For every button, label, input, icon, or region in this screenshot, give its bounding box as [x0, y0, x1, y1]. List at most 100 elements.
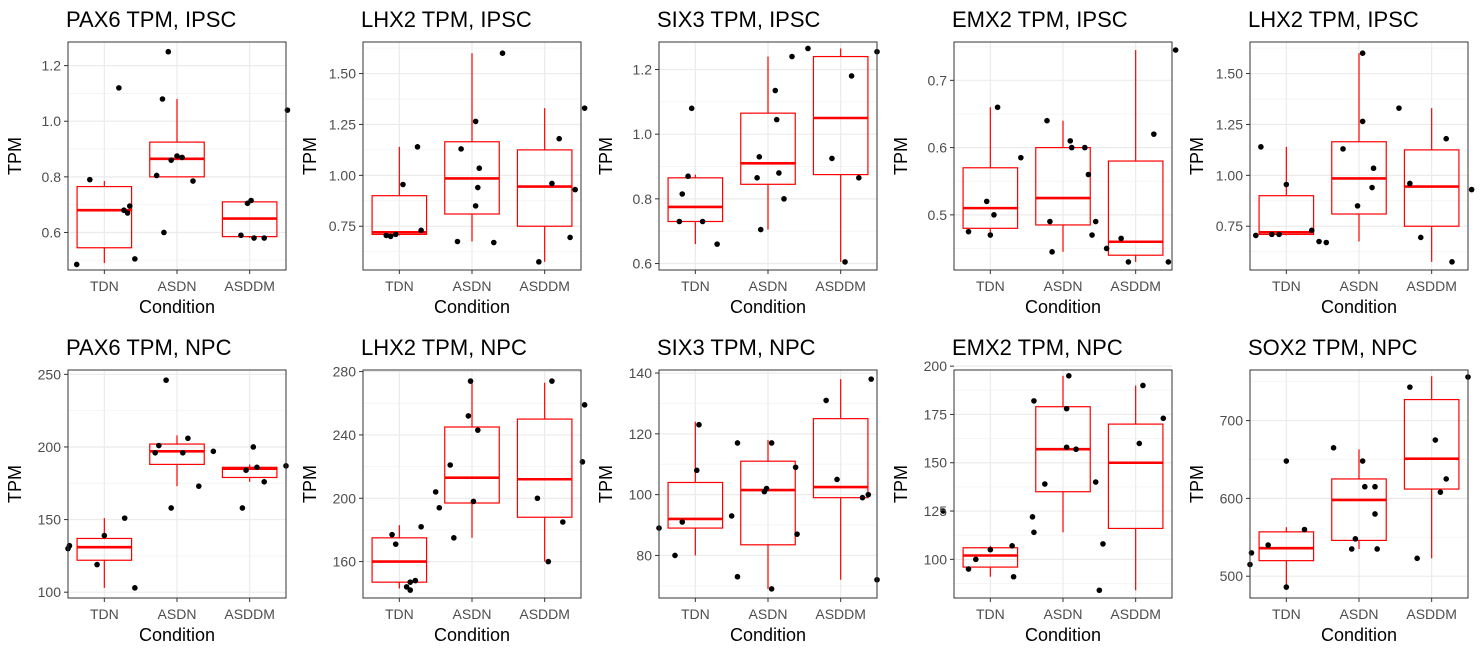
panel-3: 0.6 0.8 1.0 1.2 TDN ASDN ASDDM Condition TPM SIX3…: [596, 7, 880, 317]
data-point: [805, 45, 811, 52]
y-tick-label: 1.50: [329, 66, 356, 82]
box-asdn: [740, 439, 796, 589]
box-tdn: [371, 525, 428, 589]
y-axis-title: TPM: [596, 465, 616, 503]
panel-10: 500 600 700 TDN ASDN ASDDM Condition TPM SOX2 TP…: [1187, 335, 1471, 645]
y-tick-label: 140: [629, 365, 653, 381]
data-point: [132, 256, 138, 262]
data-point: [940, 508, 946, 514]
box-tdn: [1258, 527, 1315, 588]
data-point: [168, 505, 174, 511]
data-point: [447, 462, 454, 468]
data-point: [239, 505, 246, 511]
data-point: [284, 107, 291, 113]
data-point: [126, 203, 133, 209]
data-point: [1031, 398, 1037, 404]
data-point: [965, 228, 972, 235]
box-asdn: [1035, 120, 1091, 252]
y-axis-title: TPM: [300, 465, 320, 503]
data-point: [685, 173, 691, 180]
data-point: [549, 180, 555, 187]
data-point: [432, 489, 439, 495]
data-point: [768, 440, 775, 446]
data-point: [991, 212, 997, 218]
data-point: [1063, 405, 1070, 412]
data-point: [1092, 479, 1099, 485]
y-tick-label: 200: [924, 358, 948, 374]
y-tick-label: 500: [1220, 568, 1244, 584]
y-tick-label: 0.75: [1216, 218, 1243, 234]
data-point: [1443, 476, 1449, 482]
x-tick-label: ASDDM: [519, 278, 570, 294]
data-point: [1437, 489, 1444, 495]
box-asddm: [1403, 108, 1460, 262]
y-tick-label: 1.00: [329, 167, 356, 183]
data-point: [987, 232, 994, 238]
panel-title: LHX2 TPM, IPSC: [1248, 7, 1419, 32]
data-point: [994, 104, 1001, 111]
box-tdn: [962, 107, 1019, 236]
box-asdn: [1331, 53, 1387, 242]
data-point: [159, 96, 166, 102]
data-point: [848, 73, 855, 79]
data-point: [1103, 245, 1110, 252]
data-point: [987, 546, 994, 553]
data-point: [581, 402, 588, 408]
y-axis-title: TPM: [300, 137, 320, 175]
x-tick-label: ASDN: [749, 278, 788, 294]
y-tick-label: 700: [1220, 413, 1244, 429]
x-axis-title: Condition: [434, 297, 510, 317]
y-tick-label: 1.2: [633, 61, 653, 77]
data-point: [101, 532, 108, 539]
data-point: [556, 135, 562, 142]
data-point: [859, 494, 866, 501]
box-iqr: [667, 481, 724, 529]
x-tick-label: ASDN: [158, 278, 197, 294]
y-tick-label: 1.25: [329, 116, 356, 132]
data-point: [676, 218, 683, 225]
box-iqr: [1331, 478, 1387, 542]
data-point: [165, 48, 172, 55]
x-tick-label: ASDN: [453, 278, 492, 294]
data-point: [567, 234, 573, 241]
data-point: [734, 440, 741, 446]
box-asdn: [149, 435, 205, 487]
data-point: [734, 573, 741, 580]
data-point: [868, 376, 874, 382]
x-axis-title: Condition: [730, 297, 806, 317]
data-point: [1362, 483, 1368, 490]
y-tick-label: 240: [333, 427, 357, 443]
data-point: [1374, 546, 1380, 552]
y-tick-label: 1.0: [633, 126, 653, 142]
box-iqr: [962, 167, 1019, 229]
box-iqr: [76, 185, 133, 249]
data-point: [1269, 231, 1275, 238]
box-asddm: [1403, 376, 1460, 559]
y-tick-label: 0.8: [42, 169, 62, 185]
data-point: [679, 519, 686, 525]
data-point: [1172, 47, 1179, 53]
box-asddm: [1107, 385, 1164, 591]
data-point: [973, 556, 979, 563]
x-tick-label: ASDN: [1340, 278, 1379, 294]
data-point: [161, 229, 167, 236]
box-iqr: [1258, 531, 1315, 562]
data-point: [261, 479, 268, 485]
data-point: [823, 397, 829, 404]
data-point: [572, 186, 578, 193]
y-axis-title: TPM: [5, 465, 25, 503]
x-tick-label: TDN: [976, 278, 1005, 294]
box-iqr: [1258, 195, 1315, 235]
data-point: [1118, 235, 1124, 242]
data-point: [458, 146, 464, 152]
data-point: [756, 154, 763, 160]
data-point: [196, 483, 202, 489]
x-axis-title: Condition: [1025, 297, 1101, 317]
panel-title: LHX2 TPM, IPSC: [361, 7, 532, 32]
data-point: [1370, 165, 1377, 172]
x-axis-title: Condition: [730, 625, 806, 645]
x-tick-label: ASDDM: [1110, 606, 1161, 622]
data-point: [407, 587, 414, 593]
box-iqr: [812, 418, 869, 499]
